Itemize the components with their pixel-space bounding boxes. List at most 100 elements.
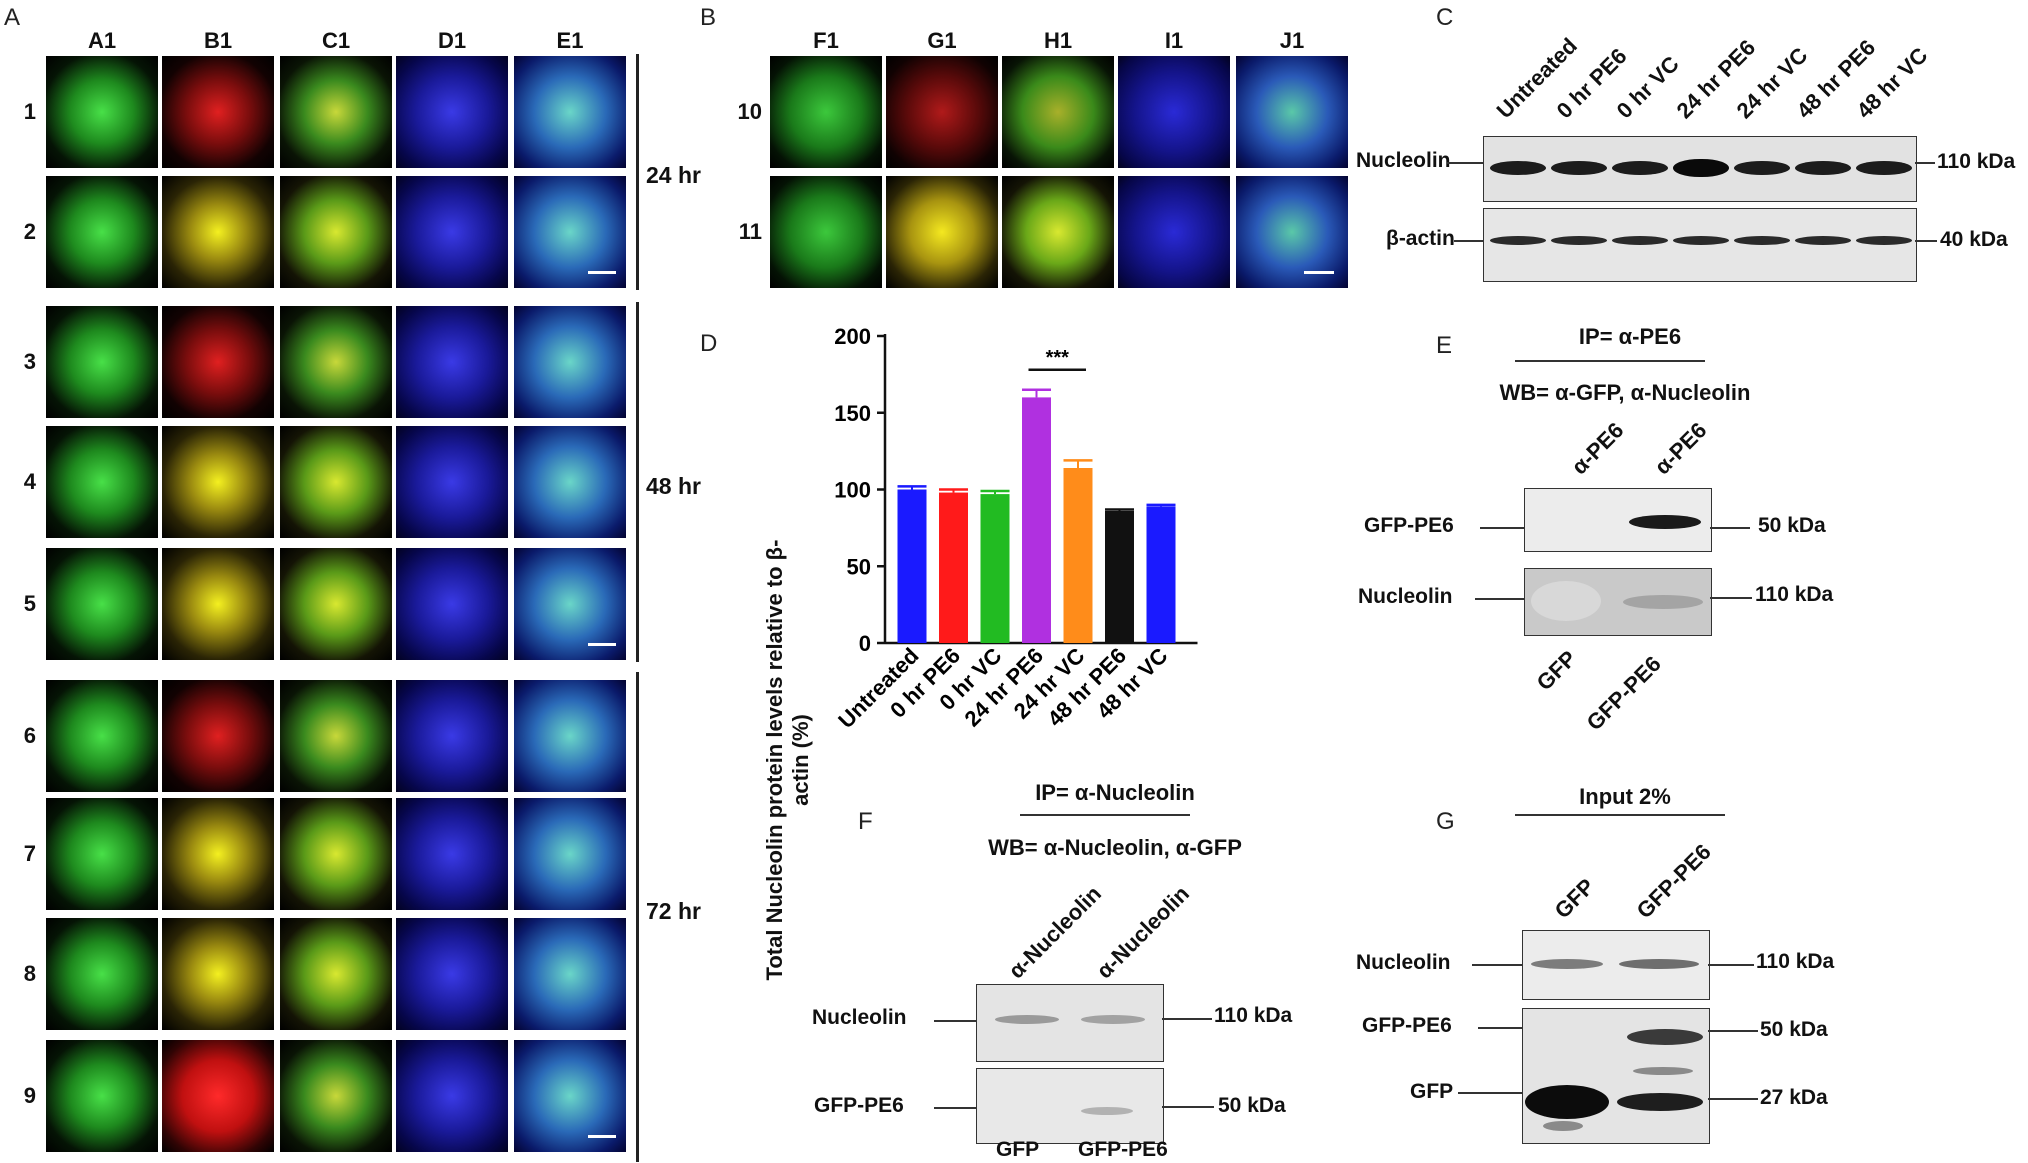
- row-label-f-gfppe6: GFP-PE6: [814, 1094, 904, 1117]
- micrograph-d1-row2: [396, 176, 508, 288]
- row-label-4: 4: [23, 469, 36, 494]
- band: [1629, 515, 1701, 529]
- scale-bar: [588, 643, 616, 646]
- tick: [1478, 1027, 1522, 1029]
- micrograph-i1-row10: [1118, 56, 1230, 168]
- time-label-72hr: 72 hr: [646, 898, 701, 924]
- band: [1617, 1093, 1703, 1111]
- ip-title-e: IP= α-PE6: [1578, 324, 1682, 349]
- blot-c-nucleolin: [1483, 136, 1917, 202]
- column-header-h1: H1: [1043, 28, 1073, 53]
- micrograph-d1-row5: [396, 548, 508, 660]
- kda-g-50: 50 kDa: [1760, 1018, 1828, 1041]
- band: [1673, 236, 1729, 245]
- band: [1623, 595, 1703, 609]
- row-label-c-nucleolin: Nucleolin: [1356, 149, 1451, 172]
- lane-top-f-2: α-Nucleolin: [1091, 880, 1195, 984]
- y-tick-label: 100: [834, 478, 871, 503]
- tick: [1480, 527, 1524, 529]
- y-tick-label: 200: [834, 324, 871, 349]
- bar: [1063, 468, 1093, 643]
- lane-bottom-e-1: GFP: [1531, 645, 1582, 696]
- micrograph-e1-row2: [514, 176, 626, 288]
- kda-g-27: 27 kDa: [1760, 1086, 1828, 1109]
- scale-bar: [588, 271, 616, 274]
- column-header-d1: D1: [437, 28, 467, 53]
- time-bracket-48hr: [636, 302, 639, 662]
- tick: [1708, 1030, 1758, 1032]
- row-label-g-gfppe6: GFP-PE6: [1362, 1014, 1452, 1037]
- tick: [1915, 240, 1937, 242]
- kda-f-110: 110 kDa: [1214, 1004, 1293, 1027]
- tick: [1710, 597, 1752, 599]
- micrograph-a1-row1: [46, 56, 158, 168]
- panel-label-f: F: [858, 808, 873, 835]
- micrograph-i1-row11: [1118, 176, 1230, 288]
- underline: [1020, 814, 1190, 816]
- micrograph-c1-row6: [280, 680, 392, 792]
- band: [1525, 1085, 1609, 1119]
- band: [1856, 236, 1912, 245]
- row-label-6: 6: [23, 723, 36, 748]
- band: [1551, 236, 1607, 245]
- row-label-8: 8: [23, 961, 36, 986]
- band: [1531, 581, 1601, 621]
- wb-title-f: WB= α-Nucleolin, α-GFP: [988, 835, 1242, 860]
- band: [1795, 161, 1851, 175]
- panel-label-c: C: [1436, 4, 1454, 31]
- lane-top-g-1: GFP: [1549, 873, 1600, 924]
- micrograph-b1-row4: [162, 426, 274, 538]
- kda-e-110: 110 kDa: [1755, 583, 1834, 606]
- column-header-f1: F1: [813, 28, 839, 53]
- underline: [1515, 814, 1725, 816]
- micrograph-e1-row6: [514, 680, 626, 792]
- band: [1543, 1121, 1583, 1131]
- panel-label-d: D: [700, 330, 718, 357]
- bar: [897, 489, 927, 643]
- panel-label-b: B: [700, 4, 717, 31]
- band: [1795, 236, 1851, 245]
- micrograph-h1-row11: [1002, 176, 1114, 288]
- row-label-g-gfp: GFP: [1410, 1080, 1454, 1103]
- chart-ylabel: Total Nucleolin protein levels relative …: [762, 539, 813, 981]
- micrograph-a1-row4: [46, 426, 158, 538]
- row-label-10: 10: [737, 99, 762, 124]
- micrograph-c1-row7: [280, 798, 392, 910]
- row-label-2: 2: [23, 219, 36, 244]
- band: [1619, 959, 1699, 969]
- column-header-g1: G1: [927, 28, 957, 53]
- micrograph-j1-row11: [1236, 176, 1348, 288]
- micrograph-b1-row2: [162, 176, 274, 288]
- micrograph-a1-row9: [46, 1040, 158, 1152]
- micrograph-a1-row6: [46, 680, 158, 792]
- tick: [1708, 964, 1754, 966]
- band: [1612, 236, 1668, 245]
- lane-top-e-1: α-PE6: [1566, 417, 1629, 480]
- blot-g-gfp: [1522, 1008, 1710, 1144]
- kda-c-110: 110 kDa: [1937, 150, 2016, 173]
- micrograph-e1-row8: [514, 918, 626, 1030]
- tick: [1708, 1098, 1758, 1100]
- row-label-11: 11: [738, 219, 762, 244]
- micrograph-e1-row5: [514, 548, 626, 660]
- tick: [1162, 1106, 1214, 1108]
- kda-e-50: 50 kDa: [1758, 514, 1826, 537]
- micrograph-a1-row5: [46, 548, 158, 660]
- blot-f-gfppe6: [976, 1068, 1164, 1144]
- ip-title-f: IP= α-Nucleolin: [1035, 780, 1195, 805]
- micrograph-c1-row4: [280, 426, 392, 538]
- micrograph-b1-row6: [162, 680, 274, 792]
- tick: [1915, 162, 1935, 164]
- lane-bottom-f-2: GFP-PE6: [1078, 1138, 1168, 1161]
- micrograph-b1-row8: [162, 918, 274, 1030]
- micrograph-e1-row3: [514, 306, 626, 418]
- band: [1612, 161, 1668, 175]
- micrograph-d1-row9: [396, 1040, 508, 1152]
- band: [1734, 236, 1790, 245]
- input-title-g: Input 2%: [1579, 784, 1671, 809]
- tick: [934, 1020, 976, 1022]
- underline: [1515, 360, 1705, 362]
- band: [1734, 161, 1790, 175]
- blot-c-actin: [1483, 208, 1917, 282]
- panel-label-e: E: [1436, 332, 1453, 359]
